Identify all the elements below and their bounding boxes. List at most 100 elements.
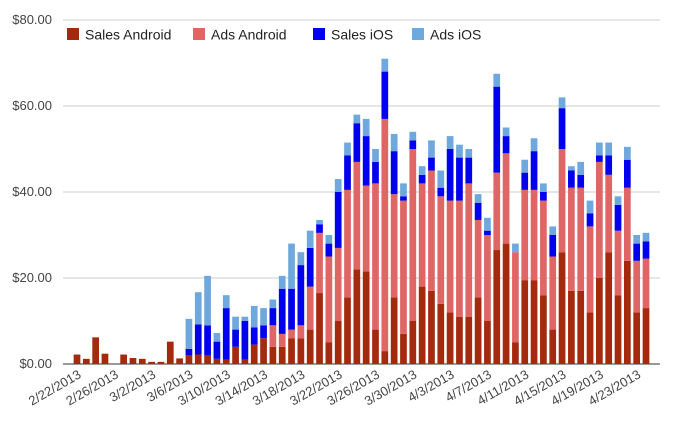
bar-segment-ads-ios (362, 118, 370, 137)
bar-segment-ads-ios (484, 217, 491, 231)
bar-segment-ads-ios (596, 142, 603, 156)
bar-segment-sales-android (428, 290, 435, 364)
bar-segment-sales-ios (437, 187, 445, 197)
bar-segment-ads-android (390, 194, 398, 298)
bar-segment-sales-android (138, 358, 146, 364)
bar-segment-sales-ios (446, 149, 454, 201)
bar-segment-sales-android (605, 252, 613, 364)
bar-segment-ads-android (596, 161, 603, 278)
bar-segment-ads-ios (540, 183, 547, 192)
bar-segment-ads-android (577, 187, 585, 291)
bar-segment-sales-android (204, 355, 211, 364)
bar-segment-sales-ios (605, 155, 613, 175)
bar-segment-sales-ios (222, 308, 230, 360)
bar-segment-sales-android (633, 312, 641, 364)
bar-segment-sales-android (502, 243, 510, 364)
bar-segment-sales-ios (586, 213, 594, 227)
bar-segment-ads-android (400, 200, 407, 334)
bar-segment-sales-ios (596, 155, 603, 162)
bar-segment-ads-android (521, 189, 529, 281)
bar-segment-ads-ios (222, 295, 230, 309)
bar-segment-sales-ios (456, 157, 463, 201)
bar-segment-sales-ios (241, 321, 249, 360)
bar-segment-ads-android (530, 189, 538, 281)
bar-segment-sales-ios (409, 140, 417, 149)
bar-segment-sales-ios (633, 243, 641, 261)
bar-segment-sales-android (409, 321, 417, 364)
bar-segment-sales-android (400, 333, 407, 364)
bar-segment-sales-ios (474, 202, 482, 220)
bar-segment-sales-ios (353, 123, 361, 162)
bar-segment-sales-android (157, 361, 165, 364)
bar-segment-ads-android (353, 161, 361, 270)
bar-segment-sales-android (465, 316, 473, 364)
bar-segment-sales-android (456, 316, 463, 364)
bar-segment-ads-android (288, 329, 295, 339)
bar-segment-ads-ios (260, 308, 267, 326)
y-tick-label: $0.00 (19, 356, 52, 371)
y-tick-label: $20.00 (12, 270, 52, 285)
y-tick-label: $40.00 (12, 184, 52, 199)
bar-segment-sales-android (512, 342, 519, 364)
bar-segment-ads-ios (437, 170, 445, 188)
bar-segment-ads-android (474, 219, 482, 298)
bar-segment-sales-ios (194, 324, 202, 355)
bar-segment-sales-android (260, 338, 267, 364)
bar-segment-ads-ios (204, 275, 211, 326)
bar-segment-sales-android (148, 361, 155, 364)
bar-segment-ads-ios (605, 142, 613, 156)
bar-segment-sales-ios (530, 151, 538, 190)
bar-segment-ads-ios (353, 114, 361, 124)
bar-segment-sales-android (185, 355, 193, 364)
bar-segment-ads-ios (278, 275, 286, 289)
bar-segment-ads-ios (586, 200, 594, 214)
bar-segment-sales-android (176, 358, 183, 364)
bar-segment-ads-android (465, 183, 473, 317)
bar-segment-ads-android (502, 153, 510, 244)
bar-segment-ads-android (633, 260, 641, 313)
bar-segment-ads-android (428, 170, 435, 291)
legend-label: Ads Android (211, 27, 287, 43)
y-tick-label: $60.00 (12, 98, 52, 113)
bar-segment-sales-android (540, 295, 547, 364)
bar-segment-ads-ios (400, 183, 407, 197)
bar-segment-sales-android (92, 337, 100, 364)
bar-segment-sales-android (306, 329, 314, 364)
bar-segment-sales-ios (558, 108, 566, 149)
bar-segment-sales-ios (484, 230, 491, 235)
bar-segment-ads-ios (269, 299, 277, 309)
bar-segment-sales-android (596, 278, 603, 364)
bar-segment-sales-android (73, 354, 81, 364)
bar-segment-sales-ios (623, 159, 631, 188)
bar-segment-ads-android (540, 200, 547, 296)
bar-segment-sales-android (101, 353, 109, 364)
bar-segment-ads-ios (521, 159, 529, 173)
bar-segment-sales-ios (260, 325, 267, 339)
bar-segment-ads-android (372, 183, 379, 330)
bar-segment-sales-ios (213, 341, 221, 359)
bar-segment-ads-ios (623, 146, 631, 160)
bar-segment-ads-android (344, 189, 351, 298)
bar-segment-sales-ios (642, 241, 650, 259)
bar-segment-ads-ios (633, 235, 641, 244)
legend-swatch (313, 28, 325, 40)
bar-segment-sales-android (586, 312, 594, 364)
bar-segment-sales-android (530, 280, 538, 364)
legend-label: Sales iOS (331, 27, 393, 43)
bar-segment-ads-ios (642, 232, 650, 242)
legend: Sales Android Ads Android Sales iOS Ads iOS (67, 27, 481, 43)
bar-segment-ads-ios (512, 243, 519, 253)
bar-segment-ads-android (334, 247, 342, 321)
bar-segment-ads-ios (456, 144, 463, 158)
bar-segment-sales-ios (334, 192, 342, 248)
bar-segment-sales-android (614, 295, 622, 364)
bar-segment-ads-android (484, 235, 491, 321)
bar-segment-ads-ios (194, 292, 202, 325)
bar-segment-ads-ios (558, 97, 566, 109)
bar-segment-ads-ios (549, 226, 557, 235)
bar-segment-sales-ios (325, 243, 333, 257)
bar-segment-ads-ios (502, 127, 510, 137)
bar-segment-ads-android (362, 185, 370, 272)
bar-segment-ads-android (446, 200, 454, 313)
